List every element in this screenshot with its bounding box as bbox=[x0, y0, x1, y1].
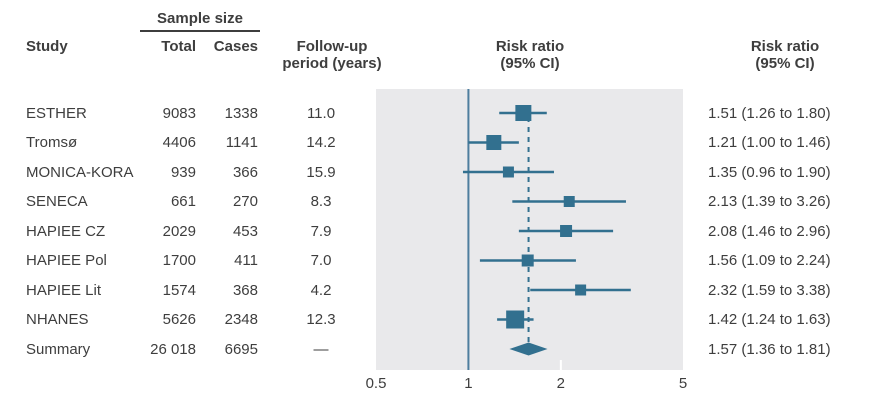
study-cell: SENECA bbox=[26, 193, 88, 210]
rr-ci-cell: 1.57 (1.36 to 1.81) bbox=[708, 340, 831, 358]
x-axis-tick-label: 2 bbox=[556, 375, 565, 392]
point-estimate-marker bbox=[563, 196, 575, 207]
forest-plot-canvas bbox=[462, 89, 631, 370]
rr-ci-cell: 2.32 (1.59 to 3.38) bbox=[708, 281, 831, 299]
point-estimate-marker bbox=[575, 284, 587, 296]
followup-cell: 8.3 bbox=[310, 193, 332, 210]
column-header-followup-period: Follow-up period (years) bbox=[272, 38, 392, 72]
total-cell: 2029 bbox=[162, 222, 196, 240]
cases-cell: 6695 bbox=[224, 340, 258, 358]
rr-ci-cell: 1.51 (1.26 to 1.80) bbox=[708, 104, 831, 122]
x-axis-tick-label: 1 bbox=[464, 375, 473, 392]
cases-cell: 366 bbox=[232, 163, 258, 181]
followup-cell: 4.2 bbox=[310, 281, 332, 299]
cases-cell: 2348 bbox=[224, 311, 258, 328]
point-estimate-marker bbox=[486, 135, 502, 150]
plot-title-line1: Risk ratio bbox=[495, 38, 565, 55]
point-estimate-marker bbox=[502, 166, 514, 178]
total-cell: 4406 bbox=[162, 134, 196, 151]
plot-title-line2: (95% CI) bbox=[500, 55, 560, 72]
cases-cell: 1141 bbox=[225, 134, 258, 151]
study-cell: HAPIEE Lit bbox=[26, 281, 102, 299]
total-cell: 9083 bbox=[162, 104, 196, 122]
study-cell: HAPIEE Pol bbox=[26, 252, 107, 269]
followup-cell: 7.0 bbox=[310, 252, 332, 269]
study-cell: MONICA-KORA bbox=[26, 163, 134, 181]
rr-ci-cell: 1.42 (1.24 to 1.63) bbox=[708, 311, 831, 328]
column-header-cases: Cases bbox=[213, 38, 258, 55]
column-header-total: Total bbox=[161, 38, 196, 55]
column-header-followup-line2: period (years) bbox=[282, 55, 382, 72]
x-axis-tick-label: 5 bbox=[678, 375, 688, 392]
cases-cell: 368 bbox=[232, 281, 258, 299]
column-header-sample-size: Sample size bbox=[140, 10, 260, 32]
plot-title-risk-ratio: Risk ratio (95% CI) bbox=[450, 38, 610, 72]
followup-cell: — bbox=[313, 340, 329, 358]
followup-cell: 15.9 bbox=[306, 163, 336, 181]
rr-ci-cell: 1.56 (1.09 to 2.24) bbox=[708, 252, 831, 269]
total-cell: 939 bbox=[170, 163, 196, 181]
followup-cell: 11.0 bbox=[306, 104, 336, 122]
total-cell: 5626 bbox=[162, 311, 196, 328]
column-header-followup-line1: Follow-up bbox=[296, 38, 368, 55]
x-axis-tick-label: 0.5 bbox=[365, 375, 387, 392]
followup-cell: 7.9 bbox=[310, 222, 332, 240]
cases-cell: 1338 bbox=[224, 104, 258, 122]
column-header-study: Study bbox=[26, 38, 68, 55]
rr-ci-cell: 1.35 (0.96 to 1.90) bbox=[708, 163, 831, 181]
total-cell: 1574 bbox=[162, 281, 196, 299]
cases-cell: 270 bbox=[232, 193, 258, 210]
total-cell: 661 bbox=[170, 193, 196, 210]
study-cell: Summary bbox=[26, 340, 91, 358]
summary-diamond bbox=[509, 342, 548, 356]
point-estimate-marker bbox=[560, 225, 573, 237]
study-cell: Tromsø bbox=[26, 134, 78, 151]
study-cell: ESTHER bbox=[26, 104, 87, 122]
followup-cell: 14.2 bbox=[306, 134, 336, 151]
study-cell: HAPIEE CZ bbox=[26, 222, 106, 240]
point-estimate-marker bbox=[515, 105, 532, 121]
column-header-risk-ratio-line1: Risk ratio bbox=[750, 38, 820, 55]
total-cell: 1700 bbox=[162, 252, 196, 269]
rr-ci-cell: 2.13 (1.39 to 3.26) bbox=[708, 193, 831, 210]
cases-cell: 411 bbox=[234, 252, 258, 269]
cases-cell: 453 bbox=[232, 222, 258, 240]
column-header-risk-ratio-ci: Risk ratio (95% CI) bbox=[705, 38, 865, 72]
rr-ci-cell: 2.08 (1.46 to 2.96) bbox=[708, 222, 831, 240]
total-cell: 26 018 bbox=[150, 340, 196, 358]
point-estimate-marker bbox=[506, 310, 525, 329]
column-header-risk-ratio-line2: (95% CI) bbox=[755, 55, 815, 72]
followup-cell: 12.3 bbox=[306, 311, 336, 328]
point-estimate-marker bbox=[521, 254, 534, 267]
rr-ci-cell: 1.21 (1.00 to 1.46) bbox=[708, 134, 831, 151]
study-cell: NHANES bbox=[26, 311, 89, 328]
